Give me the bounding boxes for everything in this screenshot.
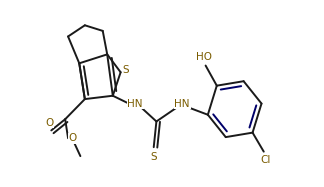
Text: O: O bbox=[45, 118, 54, 128]
Text: S: S bbox=[150, 151, 156, 162]
Text: S: S bbox=[122, 65, 129, 76]
Text: HN: HN bbox=[127, 99, 143, 109]
Text: HN: HN bbox=[174, 99, 190, 109]
Text: HO: HO bbox=[196, 52, 213, 62]
Text: Cl: Cl bbox=[261, 155, 271, 165]
Text: O: O bbox=[69, 133, 77, 143]
